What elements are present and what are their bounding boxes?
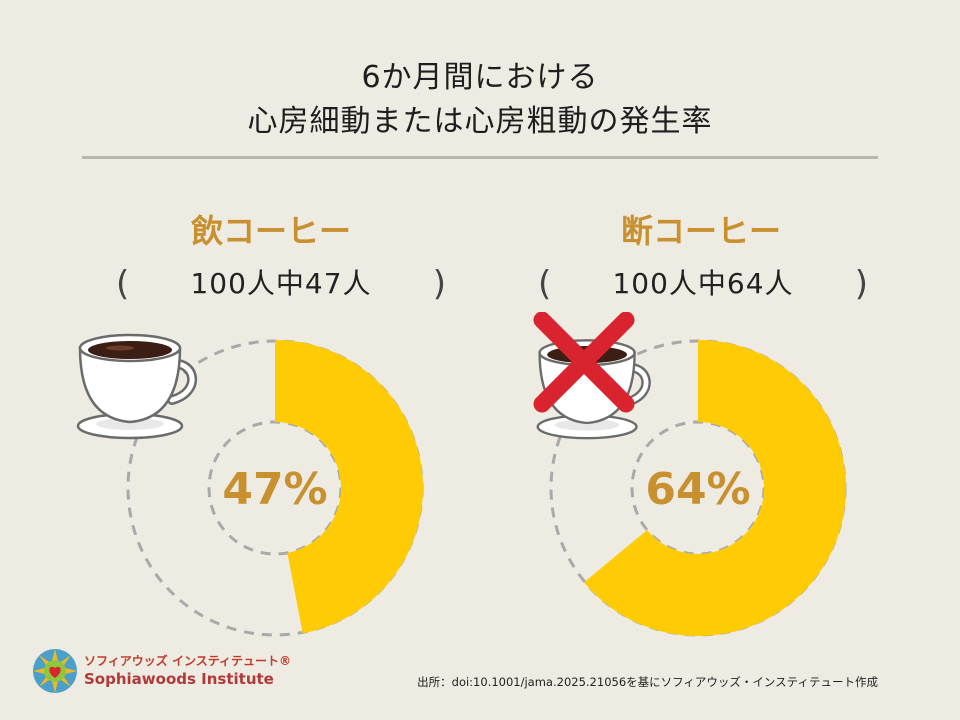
right-donut-percent-label: 64%: [645, 464, 750, 515]
cross-icon: [533, 312, 635, 413]
left-donut-filled-segment: [275, 340, 423, 634]
title-line-2: 心房細動または心房粗動の発生率: [247, 104, 713, 139]
right-close-paren: ): [854, 264, 868, 304]
left-donut-chart: 47%: [126, 339, 424, 637]
crossed-out-coffee-cup-icon: [533, 312, 651, 440]
right-donut-chart: 64%: [549, 339, 847, 637]
right-count: 100人中64人: [612, 267, 794, 300]
left-count-row: ( 100人中47人 ): [116, 262, 446, 306]
right-open-paren: (: [538, 264, 552, 304]
right-donut-filled-segment: [583, 340, 846, 636]
logo-text-en: Sophiawoods Institute: [84, 670, 274, 688]
coffee-cup-icon: [76, 333, 197, 440]
logo-emblem-icon: [33, 649, 77, 693]
chart-title: 6か月間における 心房細動または心房粗動の発生率: [0, 56, 960, 144]
left-donut-percent-label: 47%: [222, 464, 327, 515]
right-count-row: ( 100人中64人 ): [538, 262, 868, 306]
source-citation: 出所：doi:10.1001/jama.2025.21056を基にソフィアウッズ…: [417, 675, 878, 689]
left-panel-label: 飲コーヒー: [190, 212, 351, 250]
left-close-paren: ): [432, 264, 446, 304]
left-open-paren: (: [116, 264, 130, 304]
right-cup-drawing: [536, 339, 651, 440]
title-divider: [82, 156, 878, 159]
institute-logo: ソフィアウッズ インスティテュート® Sophiawoods Institute: [32, 648, 292, 698]
title-line-1: 6か月間における: [361, 60, 599, 95]
left-count: 100人中47人: [190, 267, 372, 300]
logo-text-jp: ソフィアウッズ インスティテュート®: [84, 654, 291, 668]
right-panel-label: 断コーヒー: [620, 212, 781, 250]
